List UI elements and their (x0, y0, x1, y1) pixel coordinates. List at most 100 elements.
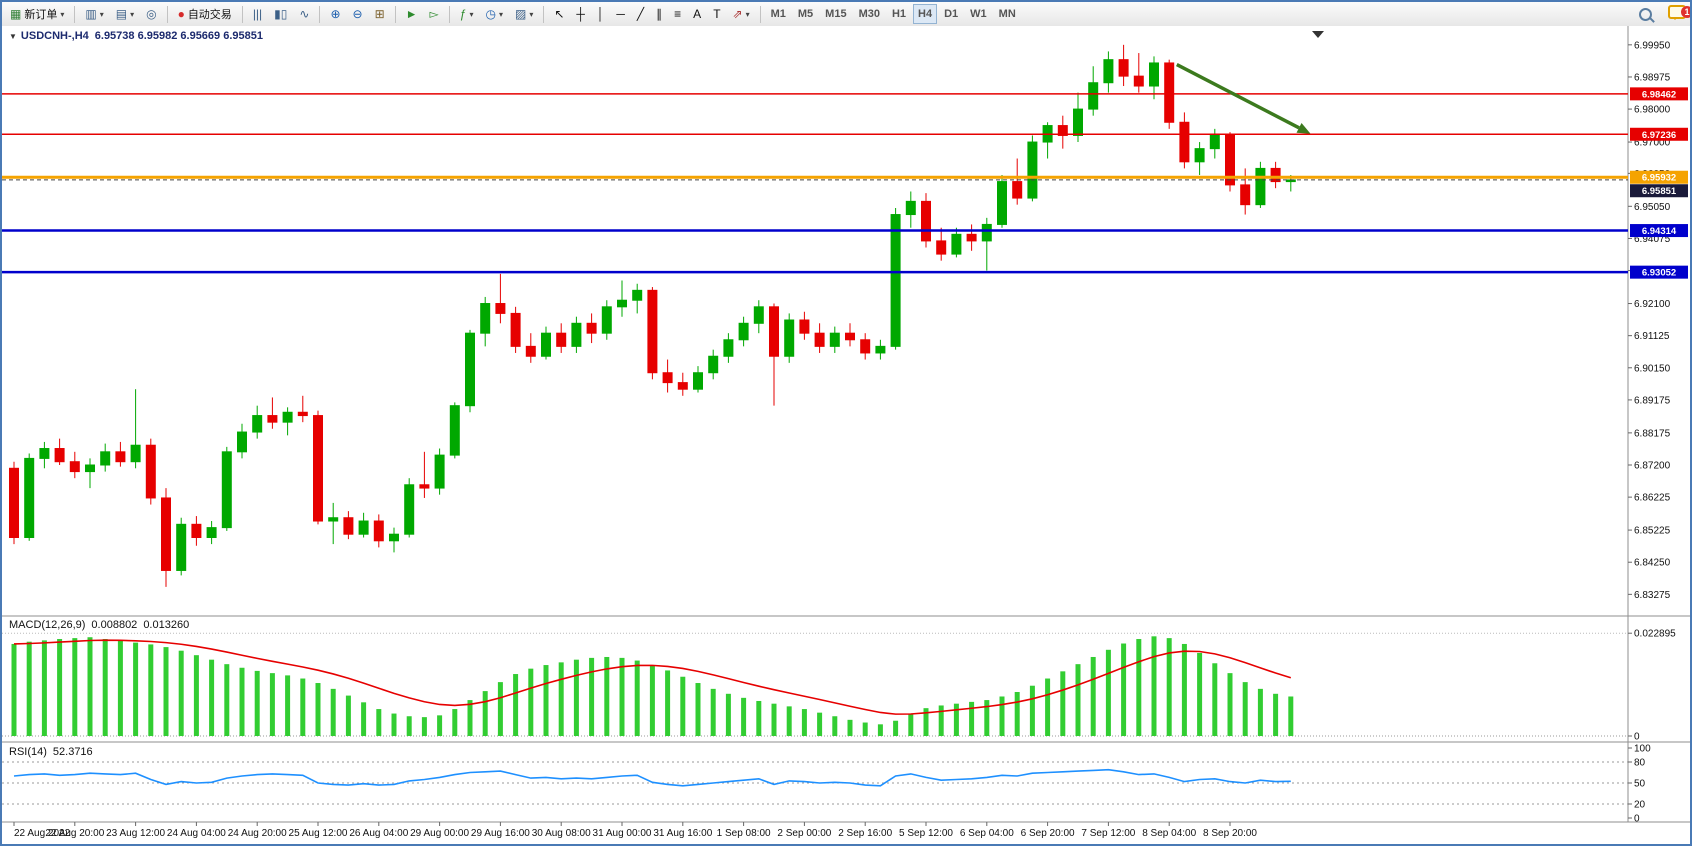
trendline-icon: ╱ (636, 7, 645, 21)
text-label-button[interactable]: T (708, 4, 725, 24)
macd-bar (725, 693, 731, 736)
line-chart-icon: ∿ (299, 7, 310, 21)
candle (404, 484, 415, 535)
price-axis-label: 6.91125 (1634, 331, 1670, 342)
candle (586, 322, 597, 334)
horizontal-line-button[interactable]: ─ (611, 4, 630, 24)
notification-badge[interactable]: 1 (1681, 5, 1690, 18)
rsi-axis-label: 100 (1634, 744, 1651, 755)
line-chart-button[interactable]: ∿ (294, 4, 314, 24)
vertical-line-button[interactable]: │ (592, 4, 610, 24)
timeframe-M30-label: M30 (858, 8, 880, 20)
macd-bar (300, 678, 306, 736)
chart-shift-marker[interactable] (1312, 31, 1324, 38)
macd-bar (558, 662, 564, 736)
candle (9, 467, 19, 538)
time-axis-label: 23 Aug 12:00 (106, 828, 165, 839)
macd-bar (1227, 673, 1233, 736)
chat-button[interactable]: 1 (1668, 4, 1690, 24)
candle (981, 223, 992, 242)
price-axis-label: 6.88175 (1634, 428, 1671, 439)
chart-canvas[interactable]: 6.999506.989756.980006.970006.960506.950… (2, 26, 1690, 844)
templates-icon: ▨ (514, 7, 527, 21)
timeframe-MN-button[interactable]: MN (994, 4, 1021, 24)
macd-bar (1029, 685, 1035, 736)
auto-trading-button[interactable]: ● 自动交易 (173, 4, 237, 24)
macd-bar (102, 639, 108, 736)
timeframe-D1-label: D1 (944, 8, 959, 20)
macd-signal-line (13, 639, 1292, 715)
tile-windows-button[interactable]: ⊞ (370, 4, 390, 24)
chart-shift-icon: ▻ (429, 7, 439, 21)
timeframe-W1-label: W1 (970, 8, 987, 20)
candle (176, 523, 187, 571)
price-axis-label: 6.99950 (1634, 40, 1671, 51)
macd-bar (923, 708, 929, 736)
equidistant-channel-button[interactable]: ∥ (651, 4, 667, 24)
profiles-button[interactable]: ▤ ▾ (111, 4, 139, 24)
crosshair-button[interactable]: ┼ (571, 4, 590, 24)
candle (601, 306, 612, 334)
macd-bar (224, 664, 230, 736)
candle (373, 520, 384, 542)
trendline-button[interactable]: ╱ (632, 4, 649, 24)
timeframe-M30-button[interactable]: M30 (854, 4, 885, 24)
trend-arrow-line[interactable] (1175, 63, 1300, 130)
arrows-tool-button[interactable]: ⇗ ▾ (728, 4, 755, 24)
macd-bar (604, 656, 610, 736)
macd-bar (649, 665, 655, 736)
chart-shift-button[interactable]: ▻ (425, 4, 444, 24)
macd-bar (269, 673, 275, 736)
vertical-line-icon: │ (596, 7, 605, 21)
time-axis-label: 29 Aug 16:00 (471, 828, 530, 839)
zoom-in-button[interactable]: ⊕ (325, 4, 345, 24)
timeframe-W1-button[interactable]: W1 (965, 4, 992, 24)
candle (632, 289, 643, 301)
toolbar-separator (319, 5, 321, 23)
timeframe-M1-button[interactable]: M1 (766, 4, 791, 24)
macd-axis-label: 0 (1634, 732, 1640, 743)
macd-bar (619, 657, 625, 736)
candle (814, 332, 825, 347)
new-chart-button[interactable]: ▥ ▾ (80, 4, 108, 24)
auto-scroll-icon: ► (405, 7, 418, 21)
periods-button[interactable]: ◷ ▾ (480, 4, 508, 24)
candle (875, 345, 886, 354)
candle (556, 332, 567, 347)
macd-bar (406, 716, 412, 736)
timeframe-D1-button[interactable]: D1 (939, 4, 963, 24)
timeframe-MN-label: MN (998, 8, 1016, 20)
indicators-button[interactable]: ƒ ▾ (455, 4, 479, 24)
macd-bar (148, 644, 154, 736)
timeframe-M5-label: M5 (797, 8, 814, 20)
macd-bar (1151, 636, 1157, 736)
timeframe-M15-button[interactable]: M15 (820, 4, 851, 24)
mql-community-button[interactable]: ◎ (141, 4, 161, 24)
templates-button[interactable]: ▨ ▾ (510, 4, 538, 24)
candlesticks-button[interactable]: ▮▯ (269, 4, 292, 24)
text-button[interactable]: A (688, 4, 706, 24)
price-axis-label: 6.83275 (1634, 590, 1671, 601)
trend-arrow-head[interactable] (1296, 122, 1311, 134)
macd-bar (452, 709, 458, 736)
candle (1225, 134, 1235, 186)
timeframe-M5-button[interactable]: M5 (793, 4, 818, 24)
crosshair-icon: ┼ (576, 7, 585, 21)
timeframe-H4-button[interactable]: H4 (913, 4, 938, 24)
time-axis-label: 29 Aug 00:00 (410, 828, 469, 839)
candle (191, 523, 202, 538)
search-button[interactable] (1634, 4, 1657, 24)
auto-scroll-button[interactable]: ► (401, 4, 423, 24)
fibonacci-button[interactable]: ≡ (669, 4, 686, 24)
timeframe-H1-button[interactable]: H1 (887, 4, 911, 24)
macd-bar (1273, 693, 1279, 736)
ohlc-bars-button[interactable]: ||| (248, 4, 267, 24)
time-axis-label: 2 Sep 00:00 (777, 828, 831, 839)
candle (100, 451, 111, 466)
cursor-button[interactable]: ↖ (549, 4, 569, 24)
new-order-button[interactable]: ▦ 新订单 ▾ (5, 4, 69, 24)
price-badge-label: 6.97236 (1642, 130, 1676, 141)
zoom-out-button[interactable]: ⊖ (348, 4, 368, 24)
time-axis-label: 30 Aug 08:00 (532, 828, 591, 839)
macd-bar (239, 667, 245, 736)
